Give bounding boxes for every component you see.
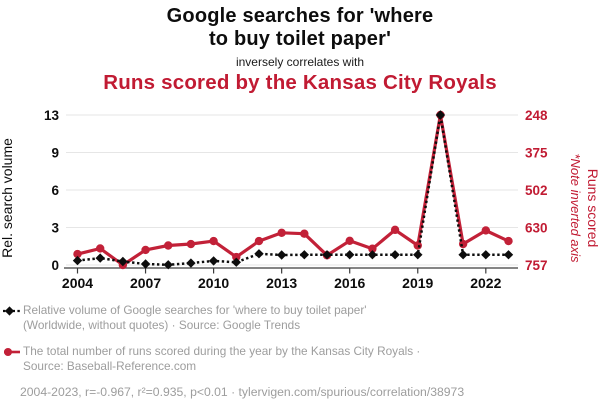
chart-svg: 2004 2007 2010 2013 2016 2019 2022 0 3 6 9 13 757 630… <box>0 108 600 291</box>
legend-search-line1: Relative volume of Google searches for '… <box>23 303 367 317</box>
data-point-circle <box>504 236 513 246</box>
data-point-diamond <box>140 259 151 269</box>
right-axis-title: Runs scored <box>585 169 600 248</box>
x-tick-label: 2004 <box>62 275 93 291</box>
data-point-circle <box>345 236 354 245</box>
chart-subtitle-connector: inversely correlates with <box>235 55 365 69</box>
data-point-diamond <box>118 256 128 267</box>
legend-item-runs-scored: The total number of runs scored during t… <box>3 344 597 374</box>
runs-series-legend-icon <box>4 348 20 356</box>
chart-title-black: Google searches for 'where to buy toilet … <box>0 5 600 51</box>
data-point-circle <box>95 244 105 253</box>
data-point-diamond <box>186 258 196 268</box>
data-point-circle <box>300 229 309 238</box>
x-tick-label: 2016 <box>334 275 365 291</box>
left-axis-title: Rel. search volume <box>0 138 15 258</box>
x-tick-label: 2019 <box>402 275 433 291</box>
data-point-circle <box>164 241 173 250</box>
data-point-circle <box>254 236 264 246</box>
legend-runs-line1: The total number of runs scored during t… <box>23 344 421 358</box>
data-point-circle <box>277 228 286 238</box>
legend-item-search-volume: Relative volume of Google searches for '… <box>3 303 597 333</box>
data-point-circle <box>141 245 150 255</box>
data-point-diamond <box>390 250 400 260</box>
data-point-diamond <box>277 250 287 260</box>
right-tick-label: 630 <box>525 220 548 235</box>
x-tick-label: 2022 <box>470 275 501 291</box>
data-point-diamond <box>367 250 378 260</box>
data-point-diamond <box>231 257 241 267</box>
left-tick-label: 9 <box>51 145 59 160</box>
legend: Relative volume of Google searches for '… <box>3 303 597 399</box>
data-point-circle <box>209 236 218 246</box>
data-point-circle <box>73 249 82 259</box>
data-point-diamond <box>481 250 491 260</box>
data-point-diamond <box>208 256 219 266</box>
x-tick-label: 2010 <box>198 275 229 291</box>
right-axis-note: *Note inverted axis <box>568 153 583 263</box>
legend-runs-line2: Source: Baseball-Reference.com <box>23 359 197 373</box>
left-tick-label: 6 <box>51 183 59 198</box>
data-point-diamond <box>254 249 264 259</box>
data-point-diamond <box>322 250 332 260</box>
left-tick-label: 13 <box>44 108 60 123</box>
data-point-circle <box>186 239 196 249</box>
left-tick-label: 0 <box>51 258 59 273</box>
data-point-circle <box>232 252 241 262</box>
right-tick-label: 757 <box>525 258 548 273</box>
data-point-diamond <box>503 250 514 260</box>
stats-footer: 2004-2023, r=-0.967, r²=0.935, p<0.01 · … <box>20 385 465 399</box>
data-point-diamond <box>299 250 309 260</box>
chart-title-red: Runs scored by the Kansas City Royals <box>103 71 497 94</box>
data-point-diamond <box>413 250 423 260</box>
right-tick-label: 375 <box>525 145 548 160</box>
right-tick-label: 502 <box>525 183 548 198</box>
data-point-diamond <box>95 253 105 263</box>
data-point-circle <box>481 226 491 235</box>
data-point-diamond <box>458 250 468 260</box>
search-series-legend-icon <box>3 306 20 316</box>
x-tick-label: 2007 <box>130 275 161 291</box>
x-tick-label: 2013 <box>266 275 297 291</box>
data-point-diamond <box>72 255 83 266</box>
circle-marker-glyph <box>4 348 12 356</box>
left-tick-label: 3 <box>51 220 59 235</box>
right-tick-label: 248 <box>525 108 548 123</box>
data-point-diamond <box>435 110 446 120</box>
data-point-diamond <box>163 260 173 270</box>
data-point-diamond <box>345 250 355 260</box>
data-point-circle <box>390 225 400 235</box>
chart-title-line2: to buy toilet paper' <box>208 28 392 50</box>
legend-search-line2: (Worldwide, without quotes) · Source: Go… <box>23 318 301 332</box>
chart-title-line1: Google searches for 'where <box>166 5 434 27</box>
diamond-marker-glyph <box>4 306 15 316</box>
data-point-circle <box>368 244 377 253</box>
